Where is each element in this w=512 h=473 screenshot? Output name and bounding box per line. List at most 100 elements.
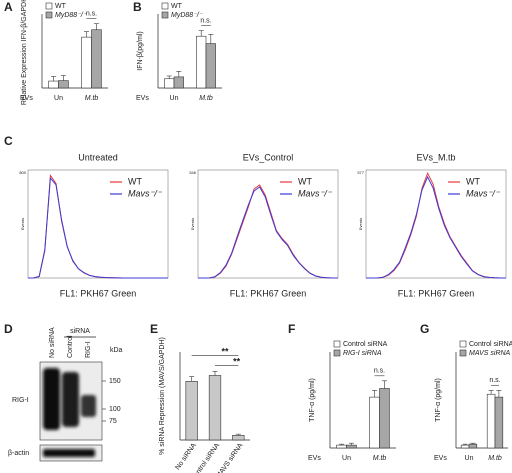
bar bbox=[205, 43, 216, 89]
x-tick-label: M.tb bbox=[199, 95, 213, 102]
panel-letter: E bbox=[150, 322, 158, 336]
bar bbox=[81, 36, 92, 89]
x-tick-label: Un bbox=[465, 455, 474, 462]
legend-label: Mavs⁻/⁻ bbox=[298, 188, 333, 198]
legend-label: Mavs⁻/⁻ bbox=[128, 188, 163, 198]
legend-label: MyD88⁻/⁻ bbox=[171, 12, 204, 19]
bar bbox=[232, 435, 245, 441]
bar bbox=[486, 393, 496, 449]
chart-title: EVs_Control bbox=[243, 152, 294, 162]
x-axis-label: EVs bbox=[20, 95, 33, 102]
annotation: n.s. bbox=[200, 17, 211, 24]
legend-swatch bbox=[45, 2, 53, 10]
bar bbox=[336, 444, 347, 449]
x-axis-label: FL1: PKH67 Green bbox=[398, 288, 475, 298]
bar bbox=[379, 388, 390, 449]
western-blot: D bbox=[4, 322, 103, 462]
bar bbox=[208, 375, 222, 441]
panel-letter: F bbox=[288, 322, 295, 336]
x-tick-label: Un bbox=[170, 95, 179, 102]
x-tick-label: M.tb bbox=[488, 455, 502, 462]
legend-swatch bbox=[459, 349, 467, 357]
legend-swatch bbox=[45, 11, 53, 19]
legend-swatch bbox=[459, 340, 467, 348]
panel-letter: G bbox=[420, 322, 429, 336]
y-axis-label: TNF-α (pg/ml) bbox=[309, 378, 316, 422]
y-axis-label: TNF-α (pg/ml) bbox=[435, 378, 442, 422]
legend-label: Mavs⁻/⁻ bbox=[466, 188, 501, 198]
y-axis-label: Events bbox=[20, 218, 25, 230]
chart-title: EVs_M.tb bbox=[416, 152, 455, 162]
series-line bbox=[198, 184, 338, 279]
bar bbox=[91, 29, 102, 89]
bar bbox=[185, 381, 198, 441]
legend-label: WT bbox=[466, 176, 480, 186]
y-axis-label: IFN-β(pg/ml) bbox=[137, 31, 144, 70]
chart-title: Untreated bbox=[78, 152, 118, 162]
y-max-label: 800 bbox=[19, 170, 26, 175]
y-axis-label: Relative Expression IFN-β/GAPDH bbox=[21, 0, 28, 105]
unit-label: kDa bbox=[110, 347, 123, 354]
plot-frame bbox=[365, 169, 507, 279]
panel-letter: C bbox=[4, 134, 13, 148]
plot-frame bbox=[197, 169, 339, 279]
band bbox=[43, 449, 95, 457]
legend-swatch bbox=[333, 340, 341, 348]
annotation: n.s. bbox=[489, 377, 500, 384]
band bbox=[81, 395, 96, 417]
band bbox=[43, 368, 60, 430]
bar bbox=[173, 76, 184, 89]
bar bbox=[48, 80, 59, 89]
x-tick-label: M.tb bbox=[85, 95, 99, 102]
y-axis-label: % siRNA Repression (MAVS/GAPDH) bbox=[159, 337, 166, 455]
x-axis-label: FL1: PKH67 Green bbox=[60, 288, 137, 298]
row-label: β-actin bbox=[8, 450, 29, 457]
annotation: ** bbox=[221, 347, 229, 357]
x-axis-label: FL1: PKH67 Green bbox=[230, 288, 307, 298]
marker-label: 100 bbox=[109, 406, 121, 413]
x-tick-label: Un bbox=[342, 455, 351, 462]
marker-label: 75 bbox=[109, 418, 117, 425]
y-axis-label: Events bbox=[358, 218, 363, 230]
bar bbox=[196, 35, 207, 89]
annotation: n.s. bbox=[374, 368, 385, 375]
legend-label: WT bbox=[171, 3, 183, 10]
legend-label: MyD88⁻/⁻ bbox=[55, 12, 88, 19]
bar bbox=[468, 443, 478, 449]
legend-label: WT bbox=[298, 176, 312, 186]
bar bbox=[58, 80, 69, 89]
legend-swatch bbox=[161, 11, 169, 19]
annotation: n.s. bbox=[86, 11, 97, 18]
bar bbox=[460, 444, 470, 449]
panel-letter: D bbox=[4, 322, 13, 336]
bar bbox=[494, 396, 504, 449]
legend-label: Control siRNA bbox=[343, 341, 388, 348]
legend-label: Control siRNA bbox=[469, 341, 512, 348]
bands bbox=[43, 368, 96, 457]
annotation: ** bbox=[233, 357, 241, 367]
legend-swatch bbox=[333, 349, 341, 357]
legend-label: WT bbox=[128, 176, 142, 186]
x-axis-label: EVs bbox=[308, 455, 321, 462]
legend-label: MAVS siRNA bbox=[469, 350, 511, 357]
lane-label: Control bbox=[67, 335, 74, 358]
y-axis-label: Events bbox=[190, 218, 195, 230]
y-max-label: 546 bbox=[189, 170, 196, 175]
legend-label: RIG-I siRNA bbox=[343, 350, 382, 357]
series-line bbox=[28, 176, 168, 279]
plot-frame bbox=[27, 169, 169, 279]
legend-swatch bbox=[161, 2, 169, 10]
lane-label: No siRNA bbox=[49, 327, 56, 358]
bar bbox=[369, 396, 380, 449]
x-tick-label: Un bbox=[54, 95, 63, 102]
bar bbox=[164, 78, 175, 89]
series-line bbox=[366, 175, 506, 279]
series-line bbox=[198, 186, 338, 279]
x-axis-label: EVs bbox=[434, 455, 447, 462]
y-max-label: 577 bbox=[357, 170, 364, 175]
lane-label: RIG-I bbox=[85, 341, 92, 358]
x-tick-label: M.tb bbox=[373, 455, 387, 462]
bar bbox=[346, 444, 357, 449]
x-axis-label: EVs bbox=[136, 95, 149, 102]
legend-label: WT bbox=[55, 3, 67, 10]
